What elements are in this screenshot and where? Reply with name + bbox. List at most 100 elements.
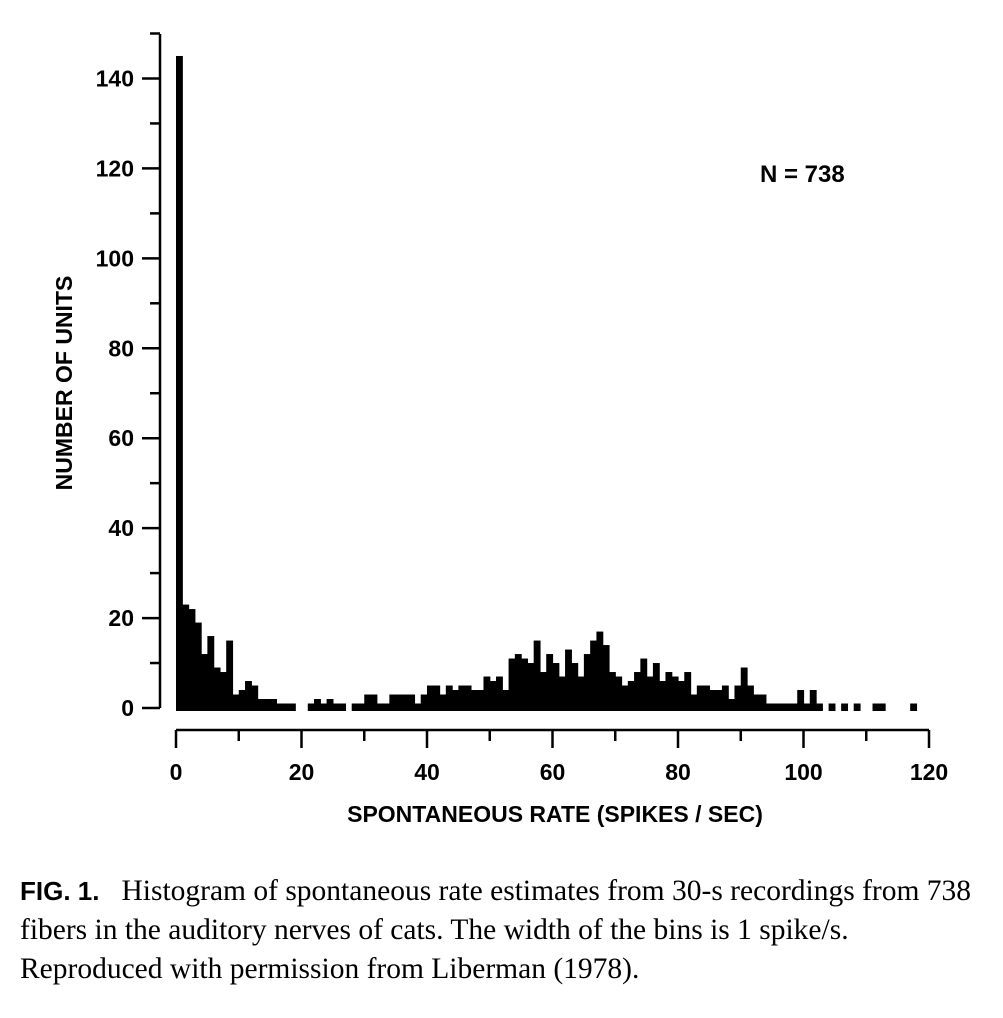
- histogram-bar: [238, 690, 246, 711]
- y-tick-label: 140: [96, 65, 134, 91]
- histogram-bar: [370, 694, 378, 711]
- y-tick-label: 100: [96, 245, 134, 271]
- histogram-bar: [665, 672, 673, 711]
- x-tick-label: 40: [414, 759, 440, 785]
- histogram-bar: [376, 703, 384, 711]
- histogram-bar: [627, 681, 635, 711]
- histogram-bar: [728, 699, 736, 711]
- histogram-bar: [201, 654, 208, 711]
- histogram-bar: [527, 663, 535, 711]
- histogram-bar: [734, 685, 742, 711]
- histogram-bar: [383, 703, 390, 711]
- histogram-bar: [809, 690, 817, 711]
- histogram-bar: [433, 685, 441, 711]
- histogram-bar: [759, 694, 767, 711]
- histogram-bar: [263, 699, 271, 711]
- histogram-bar: [332, 703, 340, 711]
- histogram-bar: [533, 640, 541, 711]
- histogram-bar: [326, 699, 334, 711]
- histogram-bar: [395, 694, 403, 711]
- histogram-bar: [307, 703, 315, 711]
- histogram-bar: [671, 676, 679, 711]
- histogram-bar: [470, 690, 478, 711]
- histogram-bar: [797, 690, 805, 711]
- x-axis-title: SPONTANEOUS RATE (SPIKES / SEC): [347, 801, 763, 827]
- histogram-bar: [502, 690, 510, 711]
- histogram-bar: [194, 622, 202, 711]
- histogram-bar: [182, 604, 190, 711]
- histogram-bar: [828, 703, 836, 711]
- y-tick-label: 40: [108, 515, 134, 541]
- y-tick-label: 0: [121, 695, 134, 721]
- y-tick-label: 80: [108, 335, 134, 361]
- histogram-bar: [910, 703, 918, 711]
- n-annotation: N = 738: [760, 161, 845, 188]
- histogram-bar: [816, 703, 823, 711]
- histogram-bar: [251, 685, 259, 711]
- histogram-bar: [514, 654, 522, 711]
- histogram-bar: [288, 703, 296, 711]
- histogram-bar: [753, 694, 761, 711]
- y-tick-label: 120: [96, 155, 134, 181]
- histogram-chart: 0 20 40 60 80 100 120 140 0 20 40 60 80 100 120 NUMBE…: [51, 32, 948, 827]
- histogram-bar: [539, 672, 547, 711]
- histogram-bar: [477, 690, 485, 711]
- x-tick-label: 60: [540, 759, 566, 785]
- histogram-bar: [458, 685, 466, 711]
- histogram-bar: [765, 703, 773, 711]
- histogram-bar: [709, 690, 717, 711]
- histogram-bar: [596, 631, 604, 711]
- histogram-bar: [790, 703, 798, 711]
- histogram-bar: [408, 694, 416, 711]
- histogram-bar: [521, 658, 528, 711]
- histogram-bar: [439, 694, 447, 711]
- histogram-bar: [282, 703, 290, 711]
- histogram-bar: [226, 640, 234, 711]
- histogram-bar: [615, 676, 623, 711]
- histogram-bar: [219, 672, 227, 711]
- histogram-bar: [357, 703, 365, 711]
- histogram-bar: [602, 645, 610, 711]
- figure-label: FIG. 1.: [20, 876, 100, 906]
- histogram-bar: [608, 672, 616, 711]
- histogram-bar: [577, 676, 585, 711]
- histogram-bar: [351, 703, 359, 711]
- histogram-bar: [721, 685, 729, 711]
- histogram-bar: [452, 690, 459, 711]
- y-tick-label: 60: [108, 425, 134, 451]
- histogram-bar: [621, 685, 629, 711]
- histogram-bar: [583, 654, 591, 711]
- histogram-bar: [276, 703, 284, 711]
- histogram-bar: [740, 667, 748, 711]
- histogram-bar: [878, 703, 886, 711]
- x-tick-label: 80: [665, 759, 691, 785]
- histogram-bar: [427, 685, 434, 711]
- y-axis-title: NUMBER OF UNITS: [51, 276, 77, 491]
- histogram-bar: [489, 681, 497, 711]
- histogram-bar: [678, 681, 685, 711]
- histogram-bar: [772, 703, 779, 711]
- histogram-bar: [853, 703, 861, 711]
- histogram-bar: [508, 658, 516, 711]
- histogram-bar: [590, 640, 598, 711]
- histogram-bar: [420, 694, 428, 711]
- histogram-bar: [652, 663, 660, 711]
- x-ticks-group: 0 20 40 60 80 100 120: [170, 730, 948, 785]
- y-ticks-group: 0 20 40 60 80 100 120 140: [96, 32, 160, 721]
- histogram-bar: [571, 663, 579, 711]
- histogram-bar: [213, 667, 221, 711]
- histogram-bar: [646, 676, 654, 711]
- histogram-bar: [339, 703, 347, 711]
- histogram-bar: [245, 681, 252, 711]
- histogram-bar: [784, 703, 792, 711]
- histogram-bar: [464, 685, 472, 711]
- histogram-bar: [558, 676, 566, 711]
- x-tick-label: 120: [910, 759, 948, 785]
- histogram-bar: [684, 672, 692, 711]
- histogram-bar: [270, 699, 277, 711]
- x-tick-label: 0: [170, 759, 183, 785]
- histogram-bar: [546, 654, 554, 711]
- histogram-bar: [659, 681, 667, 711]
- histogram-bar: [696, 685, 704, 711]
- histogram-bar: [747, 685, 754, 711]
